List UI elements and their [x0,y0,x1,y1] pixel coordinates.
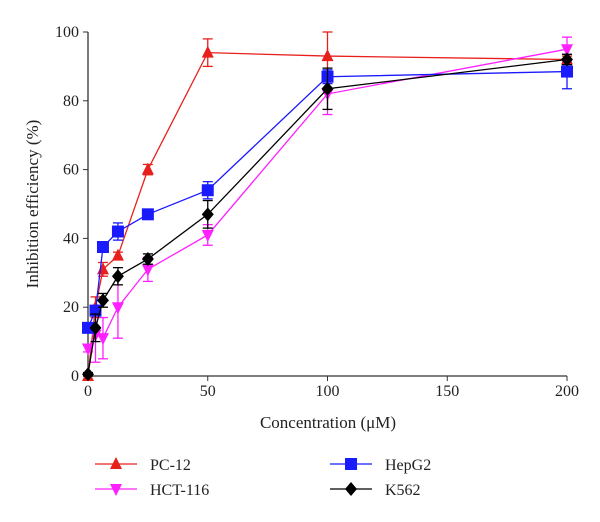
diamond-marker [96,293,109,308]
diamond-marker [141,252,154,267]
legend: PC-12 HCT-116 HepG2 K562 [95,457,431,499]
square-marker [96,241,109,253]
triangle-down-marker [96,333,109,346]
legend-item-hepg2: HepG2 [330,457,431,474]
legend-label: PC-12 [150,457,191,474]
diamond-marker [345,482,357,496]
x-tick-label: 200 [555,383,579,400]
series-k562 [82,52,573,382]
y-tick-label: 20 [63,299,79,316]
square-marker [345,458,357,470]
square-marker [561,65,573,78]
triangle-up-marker [321,49,334,62]
series-hepg2 [82,53,573,334]
y-tick-label: 0 [71,368,79,385]
diamond-marker [111,269,124,284]
diamond-marker [82,367,94,382]
square-marker [111,225,124,238]
triangle-down-marker [201,229,214,242]
legend-label: HCT-116 [150,482,209,499]
triangle-down-marker [111,302,124,315]
axes: 0 50 100 150 200 0 20 40 60 80 100 [55,24,579,400]
x-tick-label: 50 [200,383,216,400]
triangle-up-marker [110,457,122,469]
diamond-marker [89,320,102,335]
series-line [87,70,568,329]
y-axis-label: Inhibition efficiency (%) [23,120,42,289]
triangle-up-marker [111,248,124,261]
square-marker [201,184,214,197]
series-group [82,31,573,382]
triangle-up-marker [201,45,214,58]
y-tick-label: 40 [63,230,79,247]
triangle-down-marker [110,484,122,496]
diamond-marker [201,207,214,222]
triangle-down-marker [561,44,573,57]
x-axis-label: Concentration (μM) [260,413,396,432]
x-tick-label: 100 [316,383,340,400]
square-marker [82,321,94,334]
legend-item-hct-116: HCT-116 [95,482,209,499]
triangle-down-marker [82,343,94,356]
legend-label: K562 [385,482,421,499]
legend-item-k562: K562 [330,482,421,499]
legend-item-pc-12: PC-12 [95,457,191,474]
y-tick-label: 100 [55,24,79,41]
triangle-up-marker [141,162,154,175]
x-tick-label: 150 [435,383,459,400]
triangle-up-marker [96,262,109,275]
y-tick-label: 80 [63,93,79,110]
square-marker [141,208,154,221]
y-tick-label: 60 [63,162,79,179]
diamond-marker [321,81,334,96]
x-tick-label: 0 [84,383,92,400]
diamond-marker [561,52,573,67]
triangle-down-marker [141,264,154,277]
legend-label: HepG2 [385,457,431,474]
